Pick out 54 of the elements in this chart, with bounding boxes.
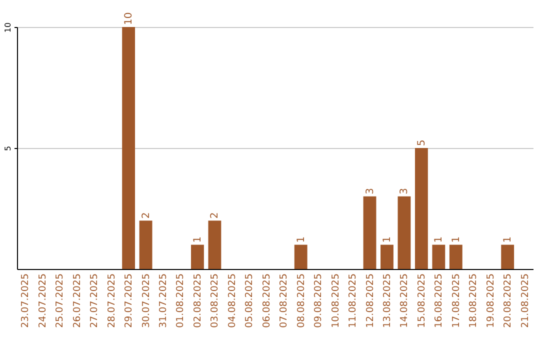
data-label: 1: [296, 236, 307, 243]
x-tick-label: 07.08.2025: [278, 274, 290, 328]
x-tick-label: 27.07.2025: [89, 274, 100, 328]
bar: [363, 196, 376, 269]
bar: [208, 220, 222, 269]
x-tick-label: 02.08.2025: [192, 274, 204, 328]
x-tick-label: 28.07.2025: [106, 274, 118, 328]
x-tick-label: 29.07.2025: [124, 274, 135, 328]
data-label: 5: [416, 140, 428, 146]
x-tick-label: 23.07.2025: [20, 274, 32, 328]
x-tick-label: 16.08.2025: [434, 274, 445, 328]
bar: [294, 244, 308, 269]
x-tick-label: 14.08.2025: [399, 274, 410, 328]
x-tick-label: 17.08.2025: [450, 274, 462, 328]
data-label: 1: [450, 236, 462, 243]
data-label: 1: [192, 236, 204, 243]
x-tick-label: 31.07.2025: [158, 274, 170, 328]
x-tick-label: 25.07.2025: [54, 274, 66, 328]
bar: [380, 244, 394, 269]
x-tick-label: 03.08.2025: [210, 274, 221, 328]
data-label: 2: [210, 212, 221, 219]
x-tick-label: 30.07.2025: [140, 274, 152, 328]
data-label: 10: [124, 12, 135, 25]
bar: [432, 244, 446, 269]
x-tick-label: 15.08.2025: [416, 274, 428, 328]
x-tick-label: 10.08.2025: [330, 274, 342, 328]
bar: [122, 27, 136, 269]
x-tick-label: 18.08.2025: [468, 274, 480, 328]
x-tick-label: 21.08.2025: [520, 274, 531, 328]
x-tick-label: 06.08.2025: [261, 274, 272, 328]
data-label: 3: [399, 188, 410, 194]
data-label: 3: [364, 188, 376, 194]
x-tick-label: 24.07.2025: [37, 274, 48, 328]
bar: [501, 244, 514, 269]
bar: [139, 220, 152, 269]
bar: [398, 196, 411, 269]
data-label: 1: [502, 236, 514, 243]
x-tick-label: 12.08.2025: [364, 274, 376, 328]
x-tick-label: 11.08.2025: [348, 274, 359, 328]
x-tick-label: 08.08.2025: [296, 274, 307, 328]
data-label: 1: [382, 236, 393, 243]
data-label: 2: [140, 212, 152, 219]
x-tick-label: 04.08.2025: [226, 274, 238, 328]
bar: [449, 244, 462, 269]
x-tick-label: 26.07.2025: [72, 274, 83, 328]
x-tick-label: 13.08.2025: [382, 274, 393, 328]
data-label: 1: [434, 236, 445, 243]
x-tick-label: 19.08.2025: [485, 274, 496, 328]
x-tick-label: 09.08.2025: [313, 274, 324, 328]
bar: [191, 244, 204, 269]
x-tick-label: 05.08.2025: [244, 274, 256, 328]
x-tick-label: 20.08.2025: [502, 274, 514, 328]
bar: [414, 148, 428, 269]
x-tick-label: 01.08.2025: [175, 274, 186, 328]
